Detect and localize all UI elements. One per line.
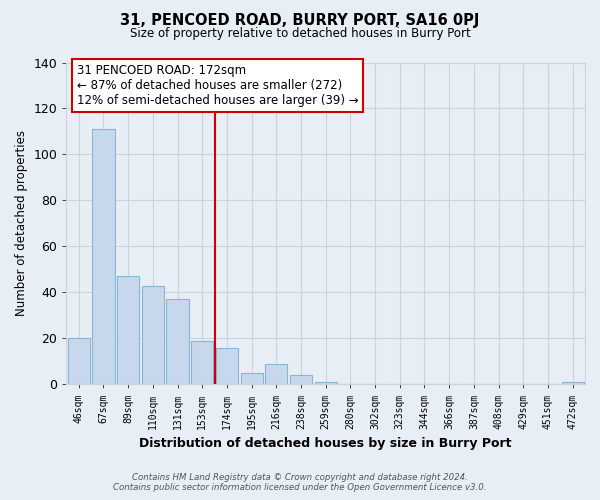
- Bar: [241, 373, 263, 384]
- Bar: [92, 129, 115, 384]
- Text: 31 PENCOED ROAD: 172sqm
← 87% of detached houses are smaller (272)
12% of semi-d: 31 PENCOED ROAD: 172sqm ← 87% of detache…: [77, 64, 358, 107]
- Bar: [265, 364, 287, 384]
- Bar: [68, 338, 90, 384]
- Bar: [314, 382, 337, 384]
- Bar: [216, 348, 238, 385]
- Text: 31, PENCOED ROAD, BURRY PORT, SA16 0PJ: 31, PENCOED ROAD, BURRY PORT, SA16 0PJ: [121, 12, 479, 28]
- X-axis label: Distribution of detached houses by size in Burry Port: Distribution of detached houses by size …: [139, 437, 512, 450]
- Bar: [117, 276, 139, 384]
- Bar: [290, 375, 312, 384]
- Text: Contains HM Land Registry data © Crown copyright and database right 2024.
Contai: Contains HM Land Registry data © Crown c…: [113, 473, 487, 492]
- Bar: [142, 286, 164, 384]
- Y-axis label: Number of detached properties: Number of detached properties: [15, 130, 28, 316]
- Text: Size of property relative to detached houses in Burry Port: Size of property relative to detached ho…: [130, 28, 470, 40]
- Bar: [191, 340, 214, 384]
- Bar: [166, 300, 188, 384]
- Bar: [562, 382, 584, 384]
